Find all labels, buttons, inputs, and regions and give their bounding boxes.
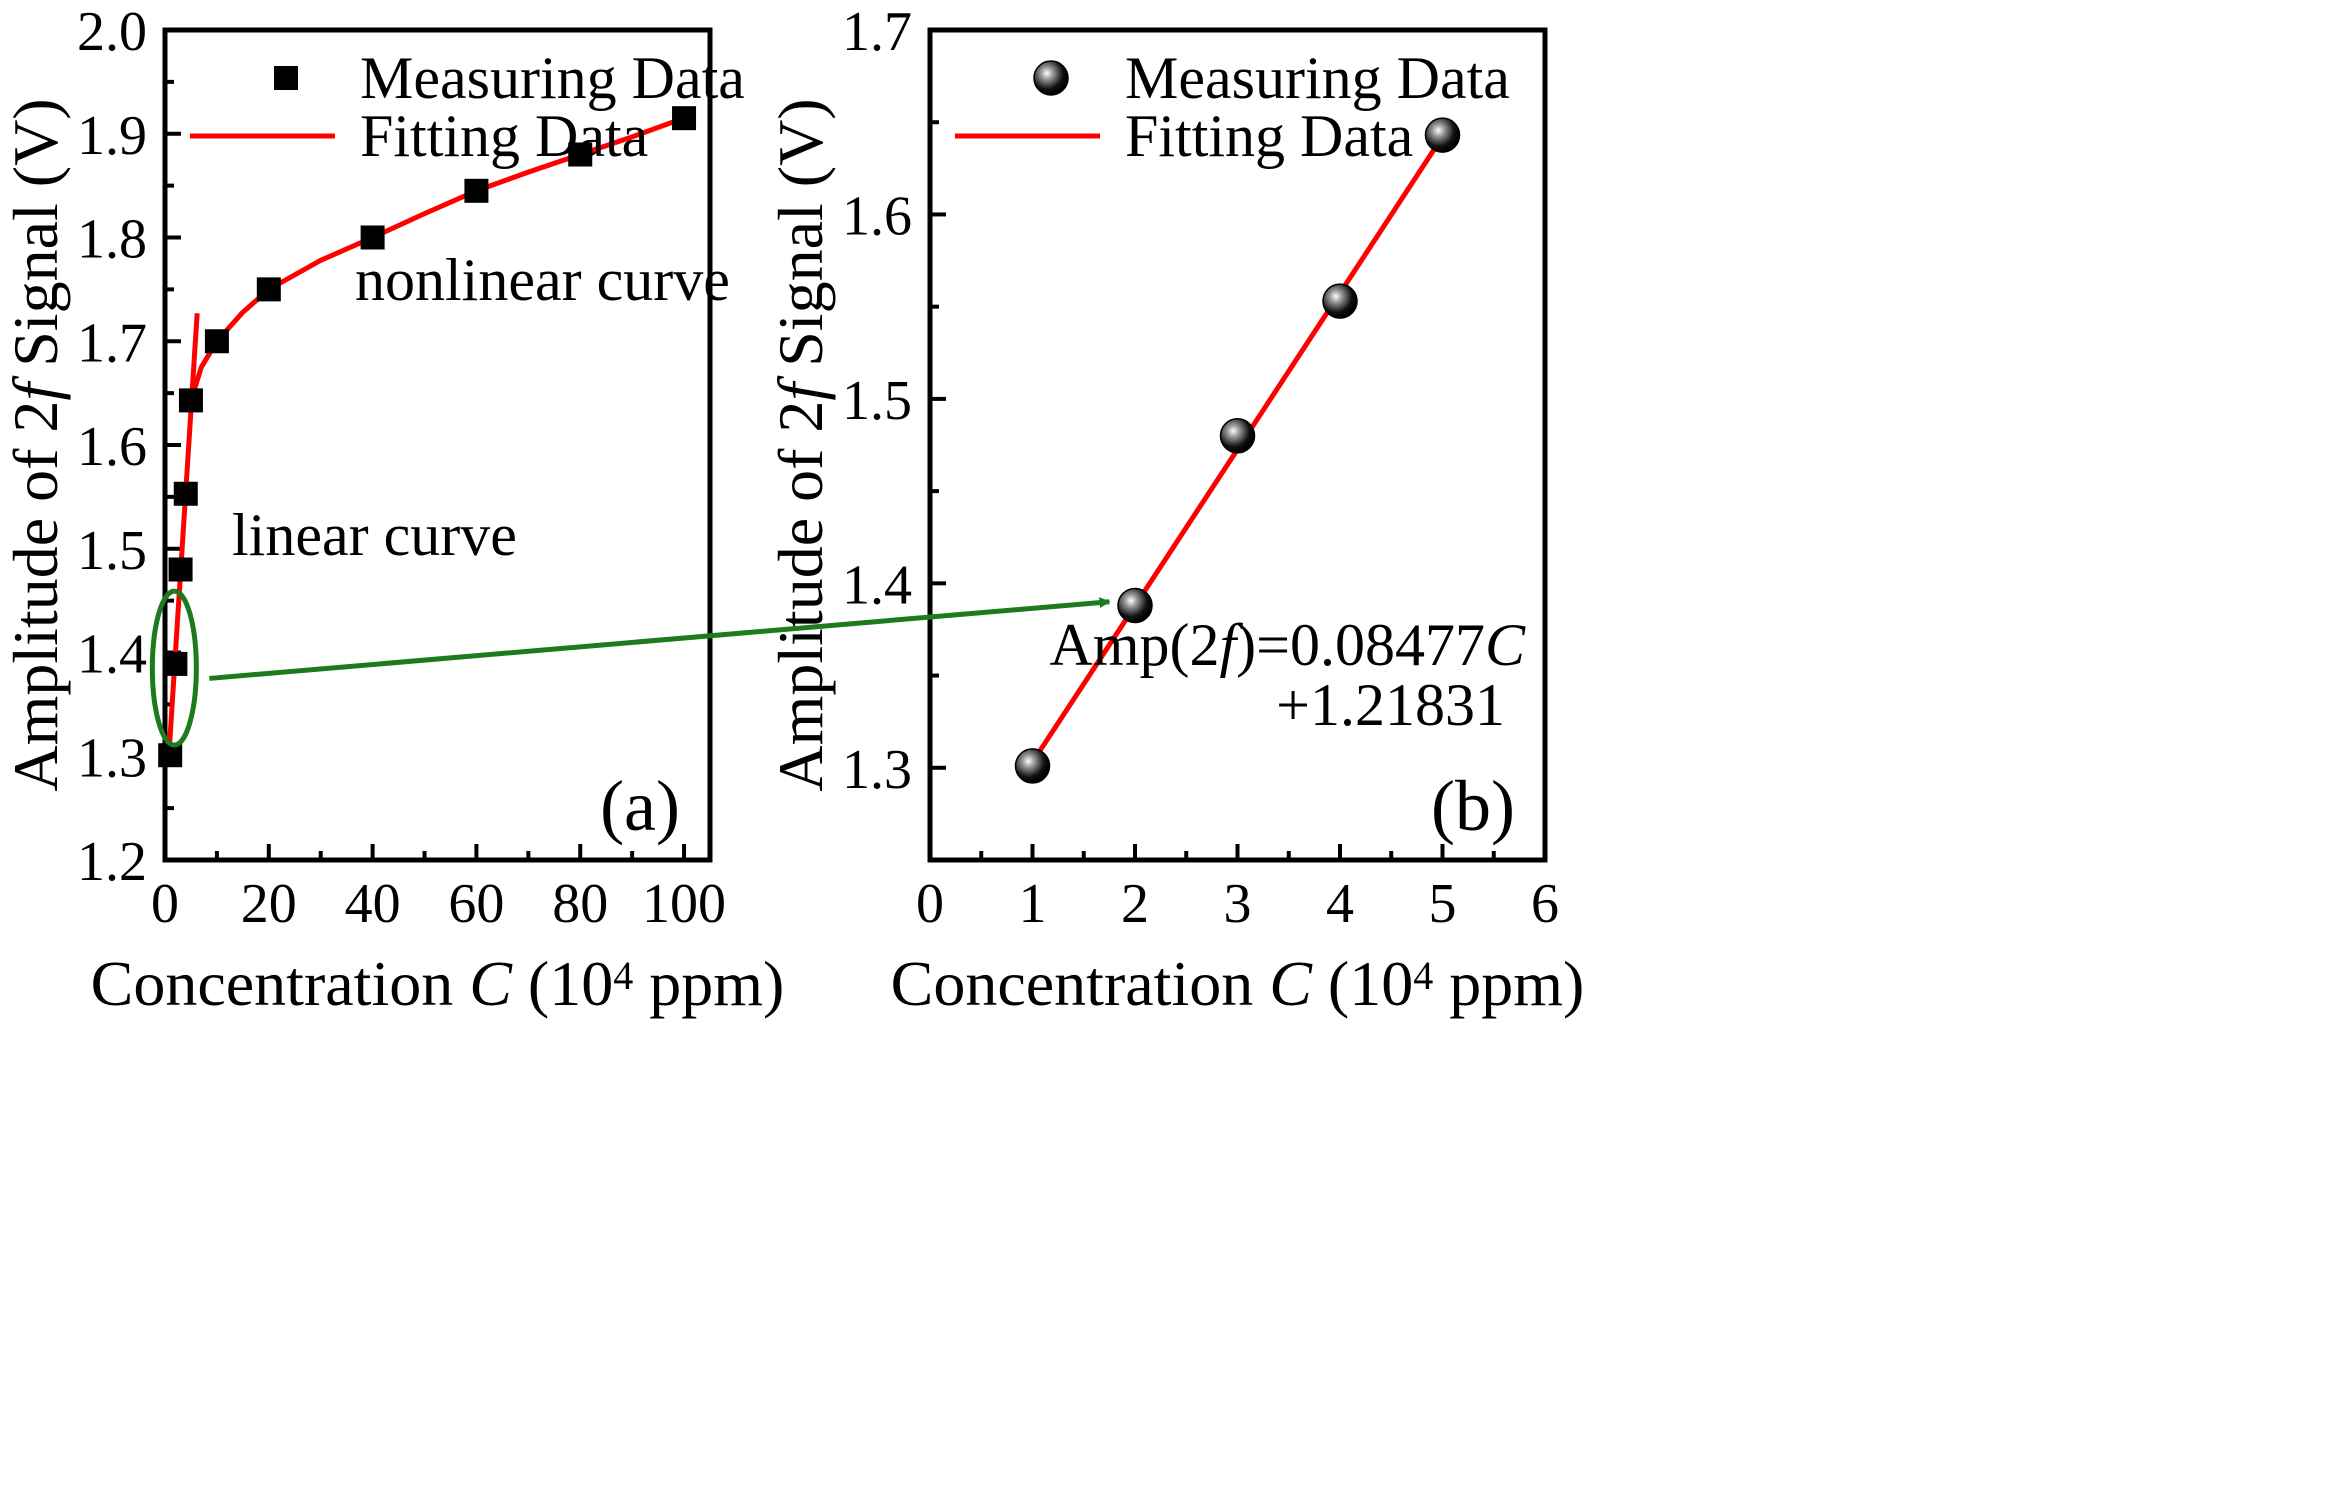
text-part: (10	[1312, 948, 1413, 1019]
text-part: ppm)	[633, 948, 784, 1019]
data-point	[672, 106, 697, 131]
text-part: Signal (V)	[0, 98, 71, 382]
panel-a: 0 20 40 60 80 100 1.2 1.3 1.4 1.5 1.6 1.7 1.8 1.9 2.0 C…	[0, 1, 784, 1019]
data-point	[1014, 748, 1051, 784]
panel-label: (a)	[600, 766, 680, 846]
x-axis-title: Concentration C (104 ppm)	[891, 948, 1585, 1019]
y-axis-title: Amplitude of 2f Signal (V)	[765, 98, 836, 791]
panel-b: 0 1 2 3 4 5 6 1.3 1.4 1.5 1.6 1.7 Concentration C (1…	[765, 1, 1584, 1019]
data-point	[1322, 283, 1358, 319]
text-part: Amplitude of 2	[0, 401, 71, 792]
text-part: (10	[512, 948, 613, 1019]
data-point	[1117, 587, 1153, 624]
x-tick-label: 1	[1019, 873, 1047, 935]
y-tick-label: 1.2	[77, 831, 147, 893]
text-part: Concentration	[891, 948, 1270, 1019]
annotation-linear: linear curve	[232, 502, 517, 568]
x-tick-label: 0	[916, 873, 944, 935]
y-tick-label: 1.7	[842, 1, 912, 63]
data-point	[256, 277, 281, 302]
x-tick-label: 0	[151, 873, 179, 935]
legend-label-fitting: Fitting Data	[360, 103, 648, 169]
y-tick-label: 2.0	[77, 1, 147, 63]
legend-label-fitting: Fitting Data	[1125, 103, 1413, 169]
text-part: Amplitude of 2	[765, 401, 836, 792]
data-point	[168, 557, 193, 582]
y-tick-label: 1.3	[77, 727, 147, 789]
overlay	[149, 588, 1111, 748]
text-part: 4	[1413, 953, 1433, 998]
fit-equation-intercept: +1.21831	[1276, 672, 1505, 738]
data-point	[163, 651, 188, 676]
text-part: C	[469, 948, 513, 1019]
data-point	[173, 481, 198, 506]
x-tick-label: 4	[1326, 873, 1354, 935]
x-axis-title: Concentration C (104 ppm)	[91, 948, 785, 1019]
legend-marker	[1033, 60, 1069, 96]
highlight-ellipse	[149, 588, 199, 748]
text-part: 4	[613, 953, 633, 998]
x-tick-label: 5	[1429, 873, 1457, 935]
text-part: Concentration	[91, 948, 470, 1019]
y-tick-label: 1.4	[77, 624, 147, 686]
data-point	[360, 225, 385, 250]
x-tick-label: 80	[552, 873, 608, 935]
fitting-line	[166, 313, 200, 752]
data-point	[464, 178, 489, 203]
legend-marker	[274, 66, 298, 90]
y-tick-label: 1.5	[77, 520, 147, 582]
x-tick-label: 20	[241, 873, 297, 935]
text-part: C	[1269, 948, 1313, 1019]
legend-label-measuring: Measuring Data	[360, 45, 745, 111]
x-tick-label: 100	[642, 873, 726, 935]
y-tick-label: 1.6	[77, 416, 147, 478]
legend-label-measuring: Measuring Data	[1125, 45, 1510, 111]
data-point	[1219, 418, 1256, 454]
y-axis-title: Amplitude of 2f Signal (V)	[0, 98, 71, 791]
y-tick-label: 1.8	[77, 209, 147, 271]
y-tick-label: 1.3	[842, 739, 912, 801]
x-tick-label: 3	[1224, 873, 1252, 935]
y-tick-label: 1.6	[842, 185, 912, 247]
highlight-arrow	[209, 597, 1111, 681]
data-point	[178, 388, 203, 413]
x-tick-label: 40	[345, 873, 401, 935]
text-part: Amp(2	[1049, 612, 1219, 678]
y-tick-label: 1.7	[77, 312, 147, 374]
annotation-nonlinear: nonlinear curve	[355, 247, 730, 313]
y-tick-label: 1.9	[77, 105, 147, 167]
text-part: Signal (V)	[765, 98, 836, 382]
y-tick-label: 1.5	[842, 370, 912, 432]
panel-label: (b)	[1431, 766, 1515, 846]
text-part: ppm)	[1433, 948, 1584, 1019]
data-point	[204, 329, 229, 354]
data-point	[568, 142, 593, 167]
text-part: C	[1485, 612, 1526, 678]
y-tick-label: 1.4	[842, 554, 912, 616]
data-point	[1424, 117, 1461, 153]
fit-equation: Amp(2f)=0.08477C	[1049, 612, 1525, 678]
text-part: )=0.08477	[1236, 612, 1485, 678]
data-point	[158, 743, 183, 768]
x-tick-label: 60	[448, 873, 504, 935]
x-tick-label: 6	[1531, 873, 1559, 935]
x-tick-label: 2	[1121, 873, 1149, 935]
